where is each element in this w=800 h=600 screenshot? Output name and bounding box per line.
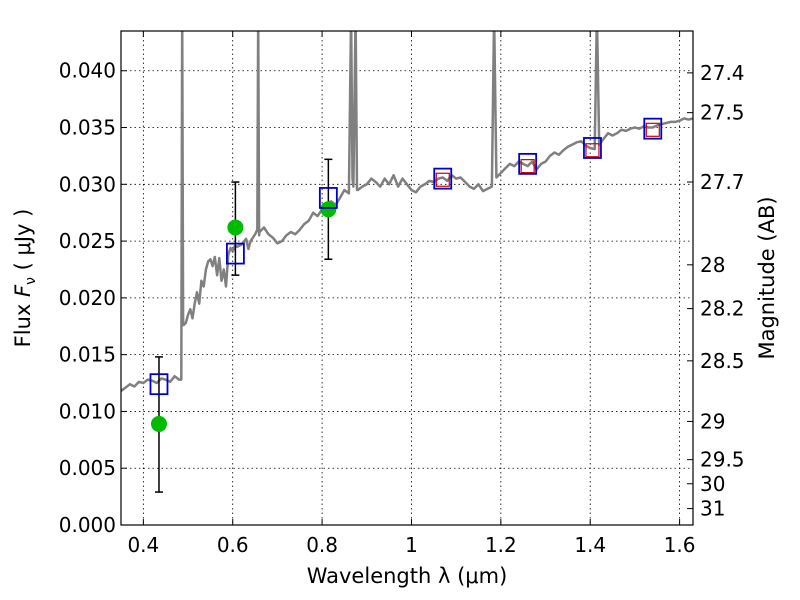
axis-ticks: 0.4 0.6 0.8 1 1.2 1.4 1.6 0.000 0.005 0.010 0.015 0… [59,31,745,557]
model-red-square [585,143,600,158]
observed-point [150,415,167,432]
model-red-square [645,122,660,137]
x-tick-label: 0.8 [306,533,338,557]
y-tick-label: 0.025 [59,229,116,253]
model-red-square [520,159,535,174]
y-tick-label: 0.035 [59,116,116,140]
right-tick-label: 31 [700,497,725,521]
model-blue-square [433,167,453,190]
right-tick-label: 30 [700,472,725,496]
observed-points [150,201,337,432]
y-tick-label: 0.020 [59,286,116,310]
model-red-square [435,172,450,187]
right-tick-label: 27.7 [700,170,745,194]
x-axis-label: Wavelength λ (μm) [307,564,508,588]
y-tick-label: 0.030 [59,172,116,196]
right-tick-label: 29 [700,409,725,433]
right-tick-label: 28.5 [700,349,745,373]
y-tick-label: 0.000 [59,513,116,537]
model-blue-square [149,373,169,396]
grid [121,31,693,526]
y-tick-label: 0.010 [59,399,116,423]
observed-point [320,201,337,218]
x-tick-label: 1.2 [485,533,517,557]
x-tick-label: 0.4 [127,533,159,557]
model-blue-square [225,242,245,265]
y-axis-label: Flux Fν ( μJy ) [11,209,39,348]
right-tick-label: 28 [700,253,725,277]
y-tick-label: 0.040 [59,59,116,83]
x-tick-label: 1.6 [664,533,696,557]
y-tick-label: 0.005 [59,456,116,480]
right-tick-label: 27.4 [700,61,745,85]
x-tick-label: 1.4 [574,533,606,557]
model-blue-square [318,187,338,209]
right-tick-label: 29.5 [700,448,745,472]
plot-frame [120,30,694,526]
x-tick-label: 0.6 [217,533,249,557]
x-tick-label: 1 [405,533,418,557]
model-blue-square [643,117,663,140]
right-axis-label: Magnitude (AB) [755,196,779,359]
observed-point [227,219,244,236]
right-tick-label: 28.2 [700,297,745,321]
model-blue-square [583,137,602,159]
right-tick-label: 27.5 [700,101,745,125]
y-tick-label: 0.015 [59,343,116,367]
model-photometry [149,117,663,396]
model-blue-square [518,152,538,175]
